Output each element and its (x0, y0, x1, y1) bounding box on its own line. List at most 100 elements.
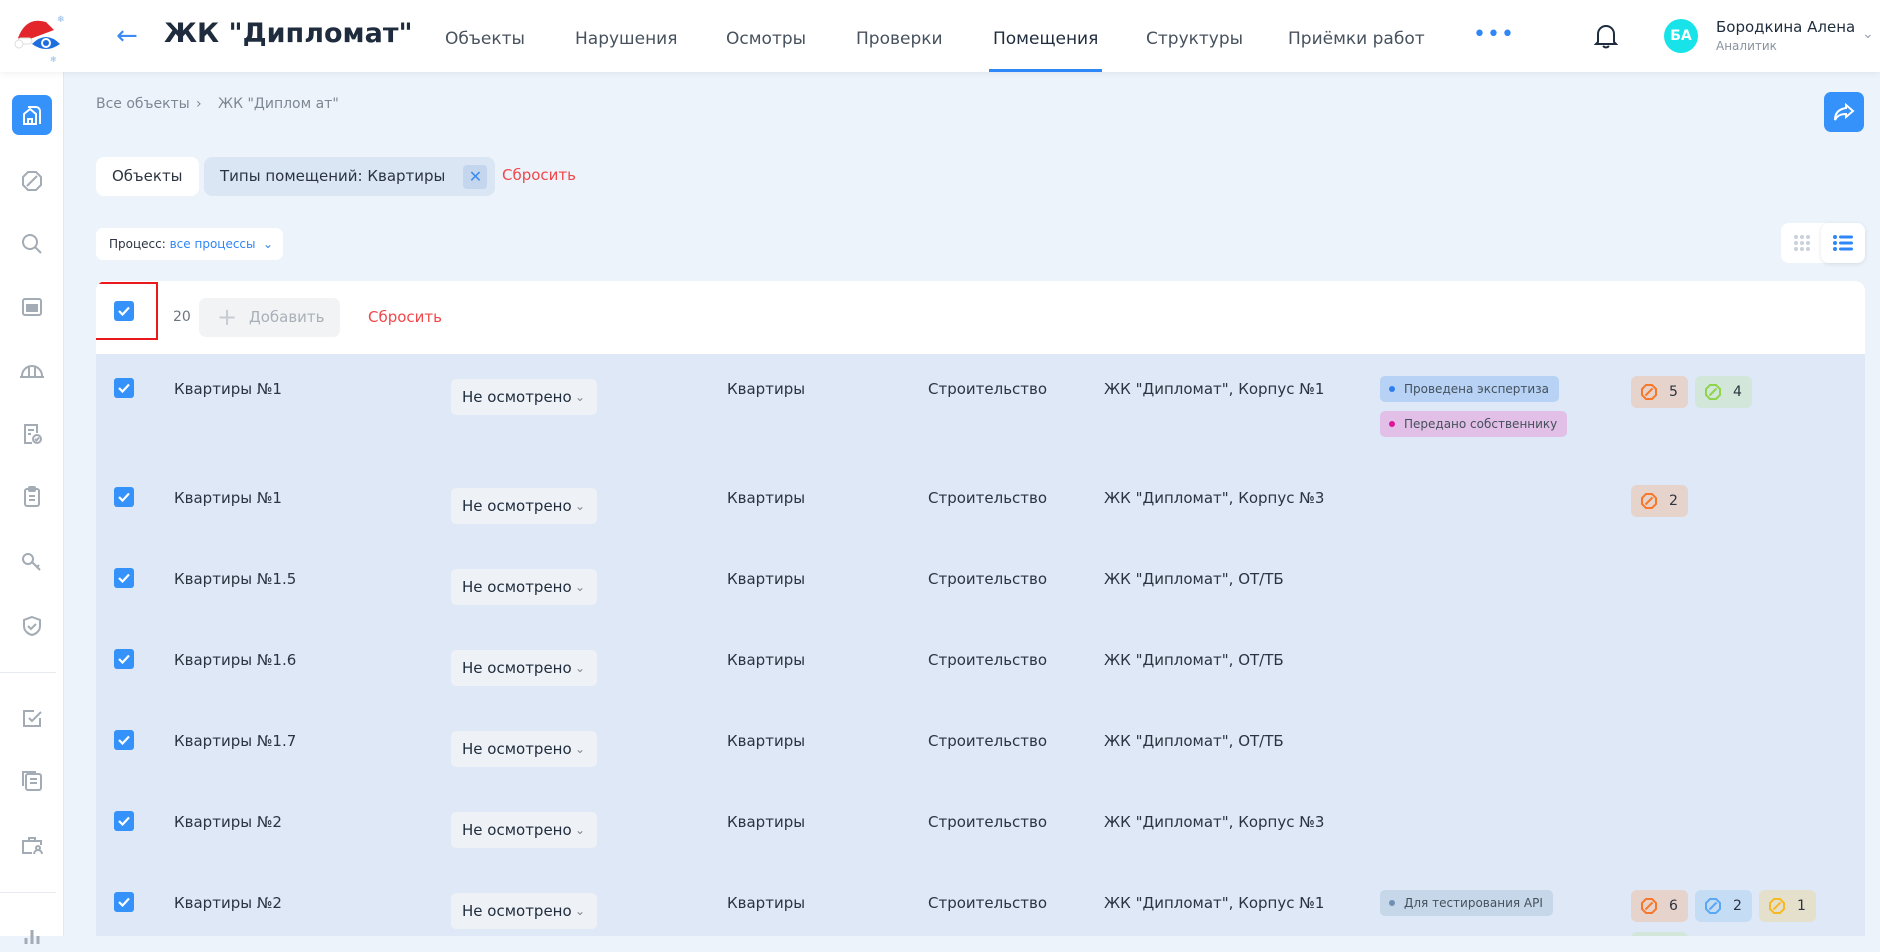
tag[interactable]: Передано собственнику (1380, 411, 1568, 437)
violation-badge-blue[interactable]: 2 (1695, 890, 1752, 922)
user-name[interactable]: Бородкина Алена (1716, 18, 1856, 36)
room-type-filter-label: Типы помещений: Квартиры (220, 167, 446, 185)
status-dropdown[interactable]: Не осмотрено ⌄ (451, 731, 597, 767)
process-value: все процессы (169, 237, 256, 251)
status-dropdown[interactable]: Не осмотрено ⌄ (451, 650, 597, 686)
status-dropdown[interactable]: Не осмотрено ⌄ (451, 569, 597, 605)
tag[interactable]: Для тестирования API (1380, 890, 1553, 916)
objects-filter-chip[interactable]: Объекты (96, 157, 199, 196)
sidebar-shield-icon[interactable] (12, 606, 52, 646)
process-dropdown[interactable]: Процесс: все процессы ⌄ (96, 228, 283, 260)
list-view-icon[interactable] (1821, 223, 1865, 263)
process-label: Процесс: (109, 237, 166, 251)
sidebar-key-icon[interactable] (12, 542, 52, 582)
violation-icon (1705, 384, 1721, 400)
sidebar-contractors-icon[interactable] (12, 825, 52, 865)
violation-badge-orange[interactable]: 5 (1631, 376, 1688, 408)
breadcrumb-all-objects[interactable]: Все объекты (96, 96, 190, 112)
status-value: Не осмотрено (462, 578, 572, 596)
check-icon (118, 735, 130, 745)
table-body: Квартиры №1 Не осмотрено ⌄ Квартиры Строител… (96, 354, 1865, 936)
reset-filters-button[interactable]: Сбросить (502, 166, 576, 184)
chevron-down-icon: ⌄ (574, 580, 585, 594)
violation-badge-green[interactable]: 4 (1695, 376, 1752, 408)
table-row[interactable]: Квартиры №2 Не осмотрено ⌄ Квартиры Строител… (96, 787, 1865, 868)
table-row[interactable]: Квартиры №1 Не осмотрено ⌄ Квартиры Строител… (96, 354, 1865, 463)
sidebar-search-icon[interactable] (12, 224, 52, 264)
sidebar-divider (0, 892, 56, 893)
add-button-label: Добавить (249, 308, 325, 326)
row-checkbox[interactable] (114, 892, 134, 912)
select-all-checkbox[interactable] (114, 301, 134, 321)
sidebar-tasks-icon[interactable] (12, 698, 52, 738)
row-checkbox[interactable] (114, 487, 134, 507)
breadcrumb-current: ЖК "Диплом ат" (218, 96, 339, 112)
sidebar-helmet-icon[interactable] (12, 350, 52, 390)
room-stage: Строительство (928, 651, 1048, 669)
bell-icon[interactable] (1593, 22, 1619, 54)
violation-badge-orange[interactable]: 2 (1631, 485, 1688, 517)
selected-count: 20 (173, 309, 191, 325)
avatar[interactable]: БА (1664, 19, 1698, 53)
share-button[interactable] (1824, 92, 1864, 132)
row-checkbox[interactable] (114, 378, 134, 398)
back-arrow-icon[interactable]: ← (116, 21, 138, 51)
sidebar-documents-icon[interactable] (12, 761, 52, 801)
app-logo[interactable]: ❄ ❄ (12, 8, 68, 64)
row-checkbox[interactable] (114, 730, 134, 750)
table-row[interactable]: Квартиры №1.5 Не осмотрено ⌄ Квартиры Строит… (96, 544, 1865, 625)
close-icon[interactable]: ✕ (463, 165, 488, 189)
status-dropdown[interactable]: Не осмотрено ⌄ (451, 488, 597, 524)
room-type: Квартиры (727, 489, 806, 507)
nav-objects[interactable]: Объекты (445, 29, 525, 49)
nav-checks[interactable]: Проверки (856, 29, 943, 49)
more-nav-icon[interactable]: ••• (1473, 22, 1515, 47)
highlight-box (96, 282, 158, 340)
room-address: ЖК "Дипломат", ОТ/ТБ (1104, 570, 1284, 588)
sidebar-home-building-icon[interactable] (12, 95, 52, 135)
sidebar-clipboard-icon[interactable] (12, 477, 52, 517)
grid-view-icon[interactable] (1781, 223, 1823, 263)
room-stage: Строительство (928, 380, 1048, 398)
nav-inspections[interactable]: Осмотры (726, 29, 807, 49)
room-name: Квартиры №1 (174, 489, 282, 507)
sidebar-rooms-icon[interactable] (12, 287, 52, 327)
table-row[interactable]: Квартиры №1 Не осмотрено ⌄ Квартиры Строител… (96, 463, 1865, 544)
nav-violations[interactable]: Нарушения (575, 29, 678, 49)
status-dropdown[interactable]: Не осмотрено ⌄ (451, 379, 597, 415)
table-row[interactable]: Квартиры №1.7 Не осмотрено ⌄ Квартиры Строит… (96, 706, 1865, 787)
room-name: Квартиры №2 (174, 894, 282, 912)
table-row[interactable]: Квартиры №1.6 Не осмотрено ⌄ Квартиры Строит… (96, 625, 1865, 706)
room-name: Квартиры №2 (174, 813, 282, 831)
room-type-filter-chip[interactable]: Типы помещений: Квартиры ✕ (204, 157, 496, 196)
breadcrumb-separator-icon: › (196, 96, 202, 112)
chevron-down-icon: ⌄ (574, 499, 585, 513)
chevron-down-icon: ⌄ (574, 661, 585, 675)
violation-badge-yellow[interactable]: 1 (1759, 890, 1816, 922)
violation-icon (1641, 898, 1657, 914)
table-row[interactable]: Квартиры №2 Не осмотрено ⌄ Квартиры Строител… (96, 868, 1865, 936)
svg-text:❄: ❄ (50, 55, 57, 64)
violation-badge-green[interactable] (1631, 932, 1688, 936)
nav-acceptances[interactable]: Приёмки работ (1288, 29, 1425, 49)
status-dropdown[interactable]: Не осмотрено ⌄ (451, 812, 597, 848)
status-value: Не осмотрено (462, 388, 572, 406)
room-address: ЖК "Дипломат", Корпус №1 (1104, 894, 1325, 912)
chevron-down-icon[interactable]: ⌄ (1862, 26, 1874, 42)
reset-selection-button[interactable]: Сбросить (368, 308, 442, 326)
status-dropdown[interactable]: Не осмотрено ⌄ (451, 893, 597, 929)
nav-rooms[interactable]: Помещения (989, 0, 1103, 72)
sidebar-analytics-icon[interactable] (12, 912, 52, 952)
sidebar-violations-icon[interactable] (12, 161, 52, 201)
page-title: ЖК "Дипломат" (164, 18, 413, 49)
tag[interactable]: Проведена экспертиза (1380, 376, 1559, 402)
sidebar-check-document-icon[interactable] (12, 414, 52, 454)
nav-structures[interactable]: Структуры (1146, 29, 1244, 49)
violation-badge-orange[interactable]: 6 (1631, 890, 1688, 922)
status-value: Не осмотрено (462, 497, 572, 515)
row-checkbox[interactable] (114, 649, 134, 669)
row-checkbox[interactable] (114, 811, 134, 831)
row-checkbox[interactable] (114, 568, 134, 588)
violation-icon (1769, 898, 1785, 914)
add-button[interactable]: + Добавить (199, 298, 340, 337)
